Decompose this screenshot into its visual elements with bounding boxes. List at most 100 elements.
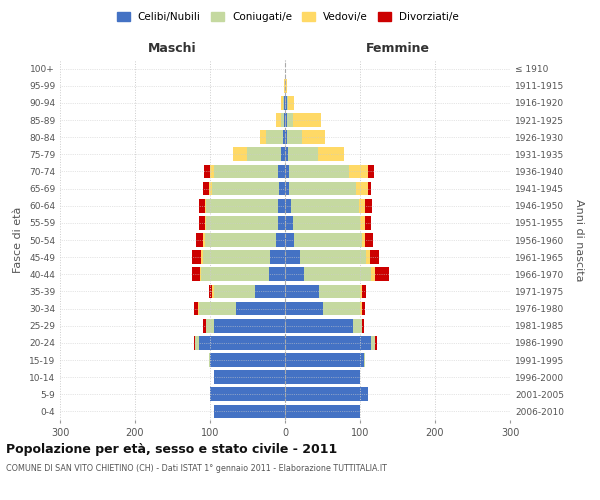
Bar bbox=[210, 164, 214, 178]
Bar bbox=[285, 96, 287, 110]
Bar bbox=[291, 199, 359, 212]
Bar bbox=[288, 148, 318, 161]
Bar bbox=[199, 336, 285, 349]
Bar bbox=[364, 353, 365, 367]
Bar bbox=[284, 79, 285, 92]
Legend: Celibi/Nubili, Coniugati/e, Vedovi/e, Divorziati/e: Celibi/Nubili, Coniugati/e, Vedovi/e, Di… bbox=[113, 8, 463, 26]
Y-axis label: Fasce di età: Fasce di età bbox=[13, 207, 23, 273]
Bar bbox=[371, 336, 375, 349]
Bar bbox=[196, 233, 203, 247]
Bar bbox=[361, 302, 365, 316]
Bar bbox=[205, 233, 276, 247]
Bar bbox=[318, 148, 344, 161]
Bar bbox=[206, 319, 214, 332]
Bar bbox=[367, 164, 373, 178]
Bar bbox=[285, 353, 364, 367]
Bar bbox=[375, 268, 389, 281]
Bar bbox=[194, 336, 195, 349]
Bar bbox=[201, 250, 203, 264]
Bar bbox=[360, 302, 361, 316]
Bar bbox=[285, 216, 293, 230]
Bar bbox=[304, 268, 371, 281]
Bar bbox=[285, 388, 367, 401]
Text: COMUNE DI SAN VITO CHIETINO (CH) - Dati ISTAT 1° gennaio 2011 - Elaborazione TUT: COMUNE DI SAN VITO CHIETINO (CH) - Dati … bbox=[6, 464, 387, 473]
Y-axis label: Anni di nascita: Anni di nascita bbox=[574, 198, 584, 281]
Bar bbox=[214, 370, 285, 384]
Bar bbox=[214, 284, 255, 298]
Bar bbox=[203, 182, 209, 196]
Bar bbox=[353, 319, 361, 332]
Bar bbox=[199, 302, 236, 316]
Bar bbox=[233, 148, 247, 161]
Bar bbox=[285, 79, 287, 92]
Bar bbox=[205, 216, 206, 230]
Bar bbox=[206, 216, 277, 230]
Bar bbox=[277, 164, 285, 178]
Bar bbox=[212, 182, 279, 196]
Bar bbox=[203, 319, 206, 332]
Bar bbox=[195, 336, 199, 349]
Bar bbox=[285, 113, 287, 127]
Bar bbox=[283, 96, 284, 110]
Bar bbox=[260, 130, 266, 144]
Bar bbox=[277, 216, 285, 230]
Bar bbox=[285, 336, 371, 349]
Bar bbox=[287, 113, 293, 127]
Text: Popolazione per età, sesso e stato civile - 2011: Popolazione per età, sesso e stato civil… bbox=[6, 442, 337, 456]
Bar bbox=[294, 233, 361, 247]
Bar bbox=[284, 113, 285, 127]
Bar bbox=[194, 302, 198, 316]
Bar bbox=[285, 370, 360, 384]
Bar bbox=[206, 199, 277, 212]
Bar bbox=[293, 113, 321, 127]
Bar bbox=[285, 130, 287, 144]
Bar bbox=[281, 148, 285, 161]
Bar bbox=[210, 353, 285, 367]
Bar bbox=[285, 302, 323, 316]
Bar bbox=[279, 182, 285, 196]
Text: Maschi: Maschi bbox=[148, 42, 197, 55]
Bar bbox=[285, 284, 319, 298]
Bar bbox=[214, 164, 277, 178]
Bar bbox=[285, 233, 294, 247]
Bar bbox=[302, 130, 325, 144]
Bar bbox=[212, 284, 214, 298]
Bar bbox=[201, 268, 269, 281]
Bar bbox=[360, 216, 365, 230]
Bar bbox=[198, 302, 199, 316]
Bar bbox=[349, 164, 367, 178]
Bar bbox=[247, 148, 281, 161]
Bar bbox=[192, 268, 199, 281]
Bar bbox=[285, 148, 288, 161]
Bar bbox=[236, 302, 285, 316]
Bar bbox=[361, 319, 364, 332]
Bar bbox=[366, 250, 370, 264]
Bar bbox=[203, 250, 270, 264]
Bar bbox=[287, 130, 302, 144]
Bar bbox=[204, 164, 210, 178]
Bar bbox=[284, 96, 285, 110]
Bar bbox=[205, 199, 206, 212]
Bar bbox=[199, 199, 205, 212]
Bar bbox=[199, 268, 201, 281]
Bar bbox=[362, 284, 366, 298]
Bar bbox=[361, 233, 365, 247]
Bar bbox=[269, 268, 285, 281]
Bar bbox=[289, 164, 349, 178]
Bar bbox=[359, 199, 365, 212]
Bar bbox=[209, 284, 212, 298]
Bar bbox=[285, 182, 289, 196]
Bar bbox=[209, 182, 212, 196]
Bar bbox=[319, 284, 360, 298]
Bar bbox=[300, 250, 366, 264]
Bar bbox=[360, 284, 362, 298]
Bar bbox=[255, 284, 285, 298]
Bar bbox=[281, 96, 283, 110]
Bar bbox=[367, 182, 371, 196]
Bar bbox=[285, 250, 300, 264]
Bar bbox=[365, 233, 373, 247]
Bar bbox=[192, 250, 201, 264]
Bar bbox=[214, 404, 285, 418]
Bar bbox=[285, 199, 291, 212]
Bar bbox=[287, 96, 288, 110]
